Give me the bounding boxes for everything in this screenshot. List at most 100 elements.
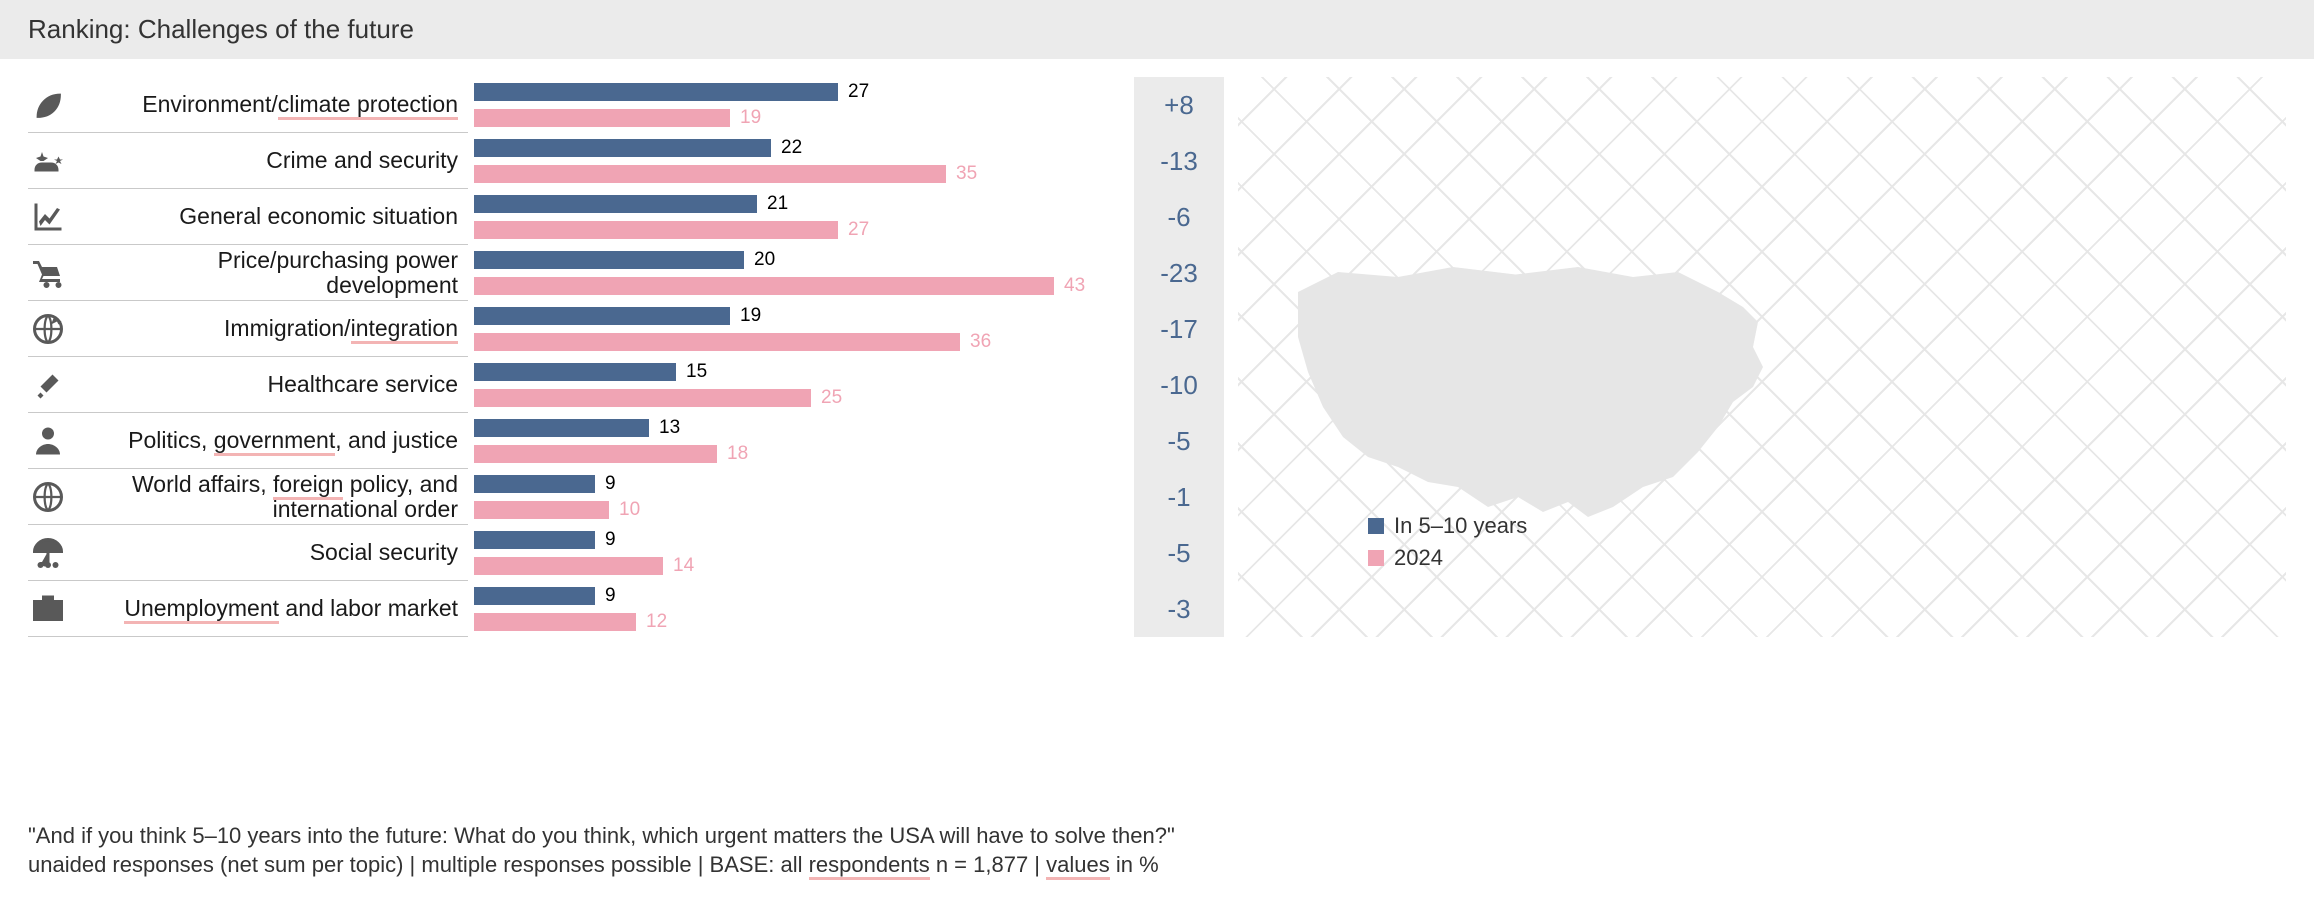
value-now: 43 — [1064, 275, 1085, 297]
cart-icon — [28, 253, 68, 293]
value-future: 19 — [740, 305, 761, 327]
diff-value: -5 — [1167, 538, 1190, 569]
legend-label-now: 2024 — [1394, 545, 1443, 571]
label-row: Environment/climate protection — [28, 77, 468, 133]
category-label: Crime and security — [84, 148, 458, 173]
diff-cell: -13 — [1134, 133, 1224, 189]
bar-row: 13 18 — [474, 413, 1114, 469]
bar-row: 20 43 — [474, 245, 1114, 301]
value-future: 21 — [767, 193, 788, 215]
bar-future: 13 — [474, 417, 1114, 439]
globe-arrow-icon — [28, 309, 68, 349]
value-now: 10 — [619, 499, 640, 521]
bar-future: 9 — [474, 585, 1114, 607]
diff-value: -13 — [1160, 146, 1198, 177]
syringe-icon — [28, 365, 68, 405]
bar-future: 9 — [474, 529, 1114, 551]
footer-text: "And if you think 5–10 years into the fu… — [28, 821, 1175, 880]
value-now: 12 — [646, 611, 667, 633]
diff-cell: -23 — [1134, 245, 1224, 301]
bar-now: 10 — [474, 499, 1114, 521]
category-label: General economic situation — [84, 204, 458, 229]
category-label: Healthcare service — [84, 372, 458, 397]
bar-now: 27 — [474, 219, 1114, 241]
value-future: 22 — [781, 137, 802, 159]
category-label: World affairs, foreign policy, and inter… — [84, 472, 458, 522]
value-now: 19 — [740, 107, 761, 129]
label-row: Crime and security — [28, 133, 468, 189]
value-future: 20 — [754, 249, 775, 271]
bar-row: 9 10 — [474, 469, 1114, 525]
value-future: 9 — [605, 585, 616, 607]
diff-cell: -5 — [1134, 413, 1224, 469]
briefcase-icon — [28, 589, 68, 629]
diff-cell: -5 — [1134, 525, 1224, 581]
bar-now: 36 — [474, 331, 1114, 353]
bar-future: 20 — [474, 249, 1114, 271]
bar-chart: 27 19 22 35 21 27 20 43 19 36 15 25 13 1… — [474, 77, 1114, 637]
label-row: Immigration/integration — [28, 301, 468, 357]
category-label: Price/purchasing power development — [84, 248, 458, 298]
legend-swatch-future — [1368, 518, 1384, 534]
bar-future: 21 — [474, 193, 1114, 215]
bar-now: 35 — [474, 163, 1114, 185]
bar-now: 12 — [474, 611, 1114, 633]
category-labels: Environment/climate protection Crime and… — [28, 77, 468, 637]
diff-value: -17 — [1160, 314, 1198, 345]
bar-row: 15 25 — [474, 357, 1114, 413]
bar-row: 9 14 — [474, 525, 1114, 581]
diff-value: -3 — [1167, 594, 1190, 625]
right-panel: In 5–10 years 2024 — [1238, 77, 2286, 637]
bar-row: 27 19 — [474, 77, 1114, 133]
label-row: Price/purchasing power development — [28, 245, 468, 301]
legend-item-now: 2024 — [1368, 545, 1527, 571]
chart-title: Ranking: Challenges of the future — [0, 0, 2314, 59]
value-future: 27 — [848, 81, 869, 103]
globe-icon — [28, 477, 68, 517]
trend-icon — [28, 197, 68, 237]
category-label: Environment/climate protection — [84, 92, 458, 117]
diff-column: +8-13-6-23-17-10-5-1-5-3 — [1134, 77, 1224, 637]
diff-cell: -17 — [1134, 301, 1224, 357]
diff-cell: +8 — [1134, 77, 1224, 133]
bar-now: 19 — [474, 107, 1114, 129]
umbrella-icon — [28, 533, 68, 573]
bar-future: 15 — [474, 361, 1114, 383]
usa-map-icon — [1278, 237, 1778, 537]
footer-line-1: "And if you think 5–10 years into the fu… — [28, 821, 1175, 851]
diff-value: +8 — [1164, 90, 1194, 121]
bar-future: 19 — [474, 305, 1114, 327]
police-icon — [28, 141, 68, 181]
footer-line-2: unaided responses (net sum per topic) | … — [28, 850, 1175, 880]
label-row: Healthcare service — [28, 357, 468, 413]
legend-swatch-now — [1368, 550, 1384, 566]
bar-now: 25 — [474, 387, 1114, 409]
diff-cell: -6 — [1134, 189, 1224, 245]
person-icon — [28, 421, 68, 461]
bar-row: 21 27 — [474, 189, 1114, 245]
category-label: Unemployment and labor market — [84, 596, 458, 621]
label-row: Social security — [28, 525, 468, 581]
label-row: World affairs, foreign policy, and inter… — [28, 469, 468, 525]
bar-future: 9 — [474, 473, 1114, 495]
category-label: Immigration/integration — [84, 316, 458, 341]
legend: In 5–10 years 2024 — [1368, 507, 1527, 577]
legend-label-future: In 5–10 years — [1394, 513, 1527, 539]
bar-row: 9 12 — [474, 581, 1114, 637]
bar-row: 22 35 — [474, 133, 1114, 189]
diff-value: -23 — [1160, 258, 1198, 289]
bar-now: 43 — [474, 275, 1114, 297]
diff-cell: -10 — [1134, 357, 1224, 413]
value-future: 15 — [686, 361, 707, 383]
label-row: General economic situation — [28, 189, 468, 245]
diff-value: -10 — [1160, 370, 1198, 401]
bar-row: 19 36 — [474, 301, 1114, 357]
bar-now: 18 — [474, 443, 1114, 465]
diff-value: -5 — [1167, 426, 1190, 457]
value-future: 9 — [605, 473, 616, 495]
label-row: Unemployment and labor market — [28, 581, 468, 637]
bar-future: 27 — [474, 81, 1114, 103]
value-now: 27 — [848, 219, 869, 241]
value-now: 25 — [821, 387, 842, 409]
diff-value: -6 — [1167, 202, 1190, 233]
